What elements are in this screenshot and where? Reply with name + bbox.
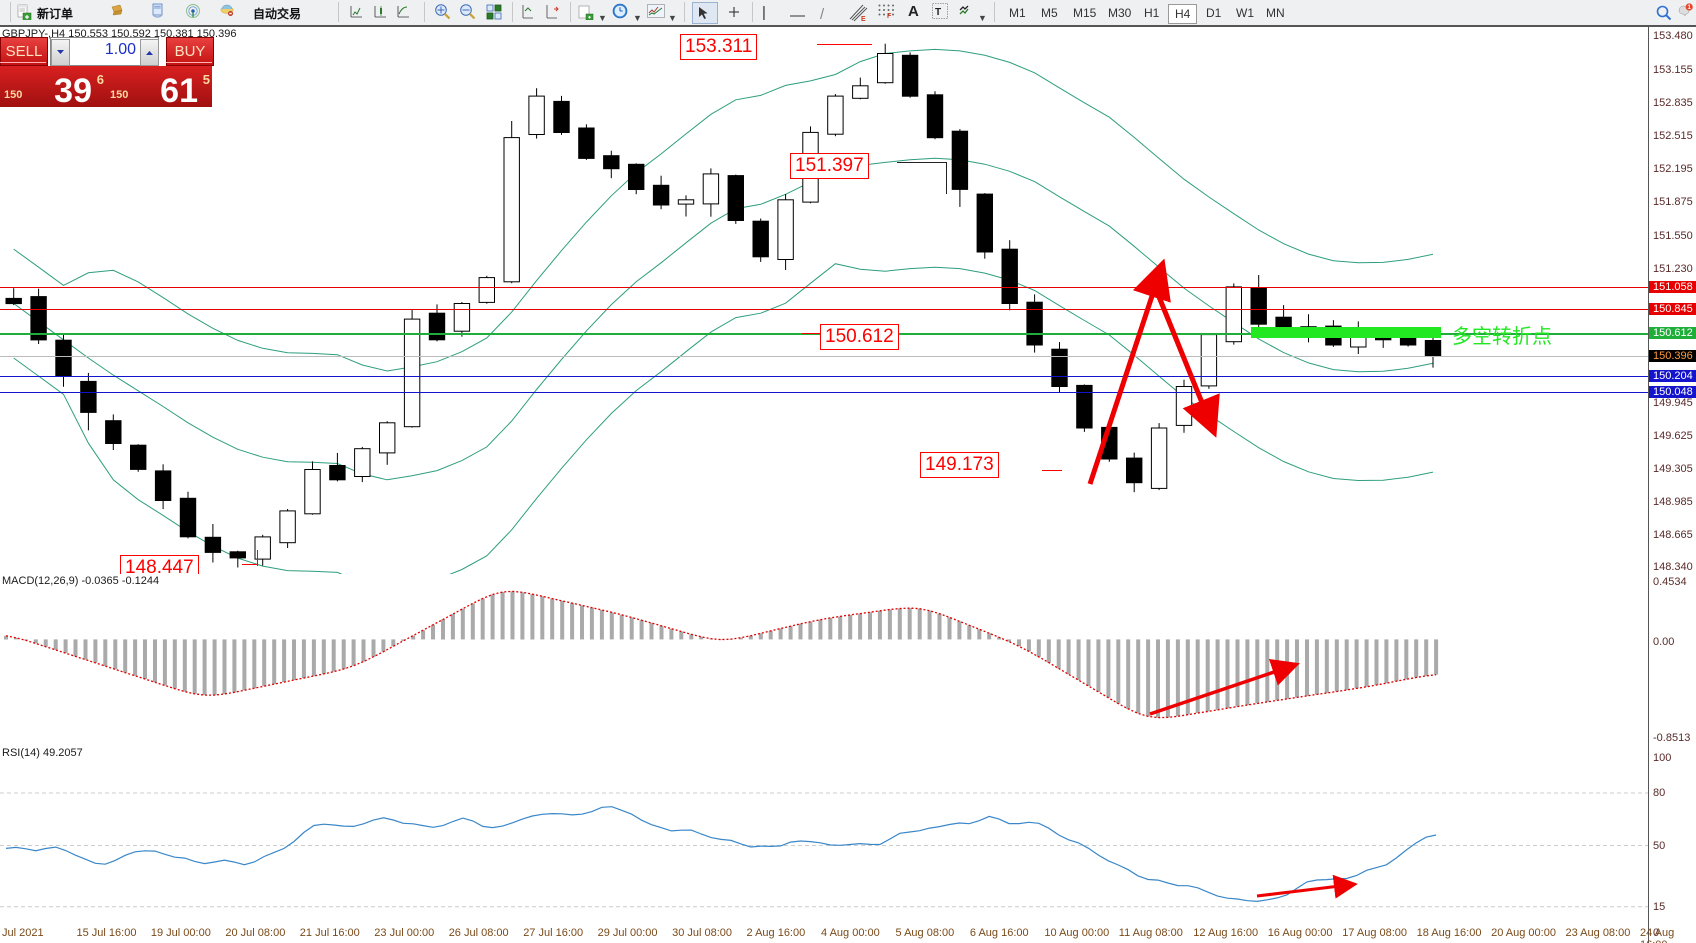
svg-text:F: F [887,13,892,18]
svg-text:E: E [861,16,866,22]
svg-text:T: T [935,7,941,18]
